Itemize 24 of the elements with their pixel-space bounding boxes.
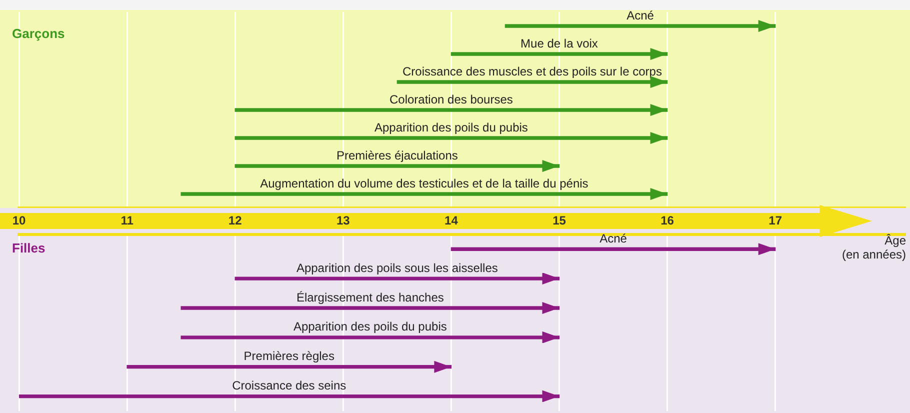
y-tick-label: Acné [626, 8, 654, 22]
x-axis-title: Âge (en années) [842, 234, 906, 262]
y-tick-label: Premières éjaculations [336, 148, 458, 162]
y-tick-label: Augmentation du volume des testicules et de la taille du pénis [260, 176, 588, 190]
y-tick-label: Apparition des poils sous les aisselles [296, 260, 498, 275]
y-tick-label: Premières règles [244, 349, 334, 364]
chart-title: Filles [12, 240, 46, 256]
y-tick-label: Croissance des seins [232, 378, 346, 393]
x-tick-label: 12 [228, 214, 242, 228]
x-tick-label: 16 [660, 214, 674, 228]
x-tick-label: 17 [768, 214, 782, 228]
y-tick-label: Apparition des poils du pubis [374, 120, 528, 134]
x-tick-label: 15 [552, 214, 566, 228]
y-tick-label: Croissance des muscles et des poils sur le corps [402, 64, 662, 78]
x-tick-label: 10 [12, 214, 26, 228]
y-tick-label: Acné [600, 231, 628, 246]
text: Garçons [12, 26, 65, 42]
x-tick-label: 13 [336, 214, 350, 228]
x-tick-label: 14 [444, 214, 458, 228]
y-tick-label: Élargissement des hanches [296, 290, 444, 304]
y-tick-label: Apparition des poils du pubis [293, 320, 447, 334]
y-tick-label: Mue de la voix [520, 36, 598, 50]
y-tick-label: Coloration des bourses [389, 92, 513, 106]
x-tick-label: 11 [120, 214, 134, 228]
